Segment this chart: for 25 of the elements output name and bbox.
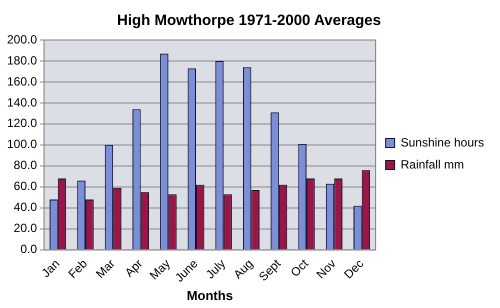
x-axis-title: Months (186, 288, 233, 303)
x-tick-label: July (203, 256, 228, 282)
legend-label: Sunshine hours (400, 135, 484, 150)
y-tick-label: 80.0 (14, 158, 38, 172)
y-tick-label: 160.0 (7, 74, 38, 88)
y-tick-label: 100.0 (7, 137, 38, 152)
x-tick-label: Nov (314, 256, 339, 282)
y-tick-label: 40.0 (14, 200, 38, 214)
y-tick-label: 0.0 (20, 242, 38, 256)
x-tick-label: Jan (38, 256, 62, 280)
x-tick-label: Mar (93, 256, 118, 281)
x-tick-label: Dec (341, 256, 366, 282)
x-tick-label: Aug (230, 256, 256, 282)
y-tick-label: 20.0 (14, 221, 38, 236)
chart-title: High Mowthorpe 1971-2000 Averages (117, 12, 381, 30)
y-tick-label: 120.0 (7, 116, 38, 130)
x-tick-label: May (146, 256, 173, 282)
x-tick-label: Feb (65, 256, 90, 281)
y-tick-label: 200.0 (7, 32, 38, 46)
y-tick-label: 60.0 (14, 179, 38, 194)
x-tick-label: Oct (288, 256, 312, 280)
x-tick-label: Apr (122, 256, 146, 280)
y-tick-label: 180.0 (7, 53, 38, 68)
legend-label: Rainfall mm (400, 157, 464, 172)
y-tick-label: 140.0 (7, 95, 38, 110)
